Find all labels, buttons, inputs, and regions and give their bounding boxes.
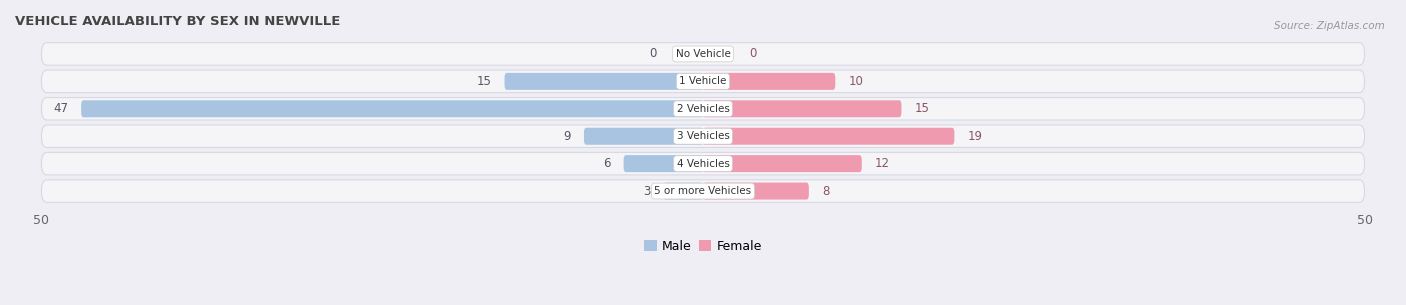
Text: 0: 0 <box>650 48 657 60</box>
Text: 5 or more Vehicles: 5 or more Vehicles <box>654 186 752 196</box>
FancyBboxPatch shape <box>664 183 703 199</box>
FancyBboxPatch shape <box>82 100 703 117</box>
Text: 4 Vehicles: 4 Vehicles <box>676 159 730 169</box>
Text: 3: 3 <box>643 185 650 198</box>
Text: 2 Vehicles: 2 Vehicles <box>676 104 730 114</box>
Text: 3 Vehicles: 3 Vehicles <box>676 131 730 141</box>
FancyBboxPatch shape <box>41 125 1365 147</box>
FancyBboxPatch shape <box>703 155 862 172</box>
FancyBboxPatch shape <box>41 43 1365 65</box>
FancyBboxPatch shape <box>41 180 1365 202</box>
Text: Source: ZipAtlas.com: Source: ZipAtlas.com <box>1274 21 1385 31</box>
Text: 0: 0 <box>749 48 756 60</box>
FancyBboxPatch shape <box>703 73 835 90</box>
FancyBboxPatch shape <box>703 128 955 145</box>
FancyBboxPatch shape <box>41 70 1365 93</box>
Text: 10: 10 <box>849 75 863 88</box>
Text: 15: 15 <box>915 102 929 115</box>
Text: VEHICLE AVAILABILITY BY SEX IN NEWVILLE: VEHICLE AVAILABILITY BY SEX IN NEWVILLE <box>15 15 340 28</box>
FancyBboxPatch shape <box>505 73 703 90</box>
FancyBboxPatch shape <box>703 183 808 199</box>
Text: No Vehicle: No Vehicle <box>675 49 731 59</box>
Text: 47: 47 <box>53 102 67 115</box>
Text: 9: 9 <box>564 130 571 143</box>
Text: 8: 8 <box>823 185 830 198</box>
FancyBboxPatch shape <box>703 100 901 117</box>
Legend: Male, Female: Male, Female <box>640 235 766 258</box>
FancyBboxPatch shape <box>583 128 703 145</box>
Text: 1 Vehicle: 1 Vehicle <box>679 76 727 86</box>
Text: 19: 19 <box>967 130 983 143</box>
FancyBboxPatch shape <box>41 152 1365 175</box>
FancyBboxPatch shape <box>41 98 1365 120</box>
Text: 12: 12 <box>875 157 890 170</box>
Text: 6: 6 <box>603 157 610 170</box>
Text: 15: 15 <box>477 75 491 88</box>
FancyBboxPatch shape <box>624 155 703 172</box>
